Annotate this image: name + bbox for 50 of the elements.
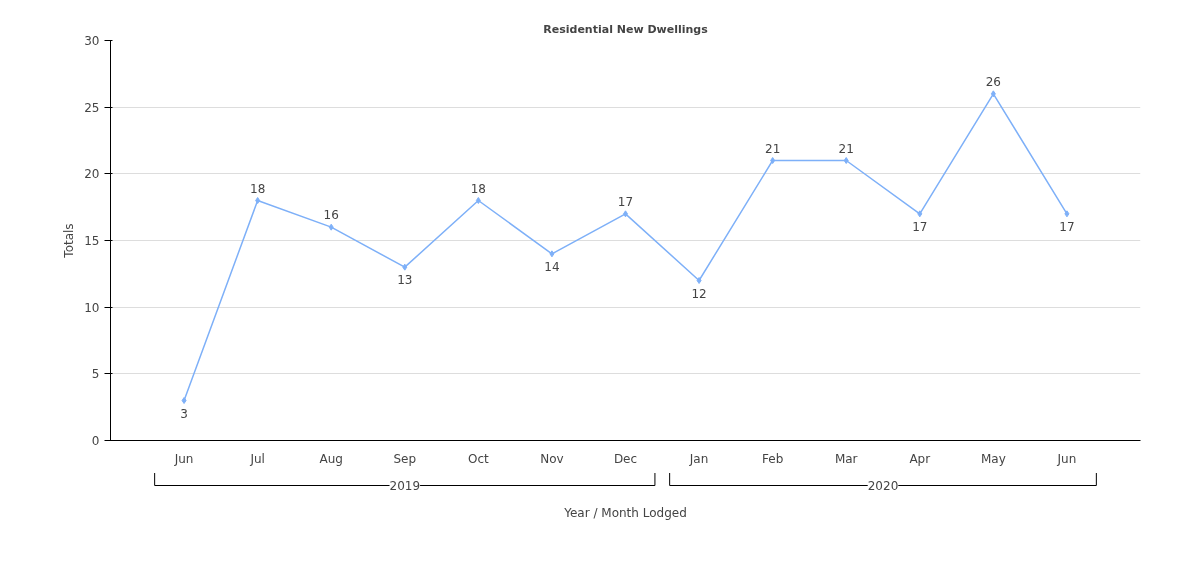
point — [402, 263, 408, 271]
point — [696, 277, 702, 284]
y-tick-label: 5 — [91, 367, 100, 382]
x-tick-label: Jan — [688, 451, 709, 466]
y-tick-label: 15 — [84, 234, 100, 248]
x-tick-label: May — [980, 451, 1006, 466]
point — [255, 197, 261, 204]
x-tick-label: Jul — [249, 451, 265, 466]
data-label: 21 — [765, 141, 781, 156]
x-tick-label: Jun — [1056, 451, 1077, 466]
x-axis-title: Year / Month Lodged — [563, 506, 687, 520]
x-tick-label: Dec — [613, 451, 638, 466]
data-label: 18 — [470, 181, 486, 196]
y-tick-label: 20 — [84, 167, 100, 182]
point — [549, 250, 555, 258]
y-tick-label: 25 — [84, 100, 100, 115]
x-tick-label: Oct — [467, 451, 490, 466]
data-label: 17 — [912, 219, 928, 234]
y-axis-title: Totals — [62, 223, 77, 259]
point — [181, 397, 187, 404]
x-tick-label: Jun — [173, 451, 194, 466]
data-label: 16 — [323, 208, 339, 223]
chart-title: Residential New Dwellings — [543, 22, 709, 36]
point — [990, 90, 996, 98]
text: 2019 — [389, 479, 421, 493]
x-tick-label: Aug — [319, 451, 343, 466]
point — [475, 197, 481, 204]
point — [917, 210, 923, 218]
data-label: 26 — [985, 74, 1001, 89]
x-tick-label: Nov — [540, 451, 564, 466]
y-tick-label: 0 — [91, 434, 100, 448]
x-tick-label: Apr — [909, 451, 931, 466]
data-label: 17 — [617, 194, 634, 209]
point — [1064, 210, 1070, 218]
text: 2020 — [867, 479, 899, 493]
data-label: 18 — [250, 181, 266, 196]
point — [328, 223, 334, 231]
data-label: 14 — [544, 259, 560, 274]
point — [770, 157, 776, 164]
data-label: 13 — [397, 273, 413, 288]
data-label: 21 — [838, 141, 854, 156]
x-tick-label: Mar — [834, 451, 858, 466]
y-tick-label: 30 — [84, 34, 100, 48]
point — [843, 157, 849, 164]
y-tick-label: 10 — [84, 300, 100, 315]
x-tick-label: Feb — [762, 451, 784, 466]
x-tick-label: Sep — [393, 451, 417, 466]
data-label: 17 — [1059, 219, 1075, 234]
data-label: 12 — [691, 286, 707, 301]
data-label: 3 — [180, 406, 188, 421]
